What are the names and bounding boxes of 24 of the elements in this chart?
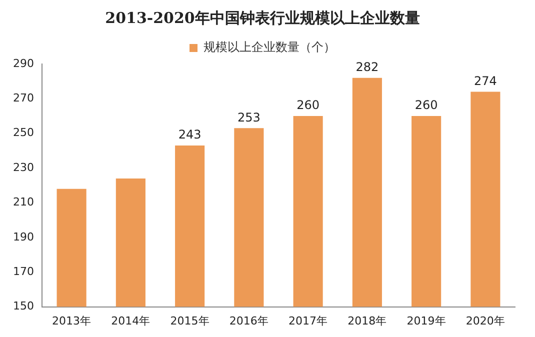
y-tick-label: 190 (12, 230, 34, 244)
y-tick-label: 270 (12, 92, 34, 105)
x-tick-label: 2017年 (288, 314, 328, 328)
x-tick-label: 2016年 (229, 314, 268, 328)
y-tick-label: 210 (12, 196, 34, 209)
legend-label: 规模以上企业数量（个） (204, 40, 336, 54)
text: 274 (474, 74, 497, 88)
text: 282 (356, 60, 379, 74)
y-tick-label: 150 (12, 300, 34, 313)
x-tick-label: 2014年 (111, 314, 150, 328)
y-tick-label: 230 (12, 160, 34, 174)
text: 253 (237, 110, 260, 124)
chart-title: 2013-2020年中国钟表行业规模以上企业数量 (105, 8, 420, 27)
y-tick-label: 170 (12, 264, 34, 278)
y-tick-label: 250 (12, 126, 34, 140)
text: 243 (178, 128, 202, 142)
y-tick-label: 290 (12, 56, 34, 70)
x-tick-label: 2013年 (52, 314, 92, 328)
text: 260 (296, 98, 320, 112)
x-tick-label: 2018年 (348, 314, 387, 328)
x-tick-label: 2020年 (466, 314, 505, 328)
text: 260 (414, 98, 438, 112)
x-tick-label: 2015年 (170, 314, 210, 328)
x-tick-label: 2019年 (406, 314, 446, 328)
